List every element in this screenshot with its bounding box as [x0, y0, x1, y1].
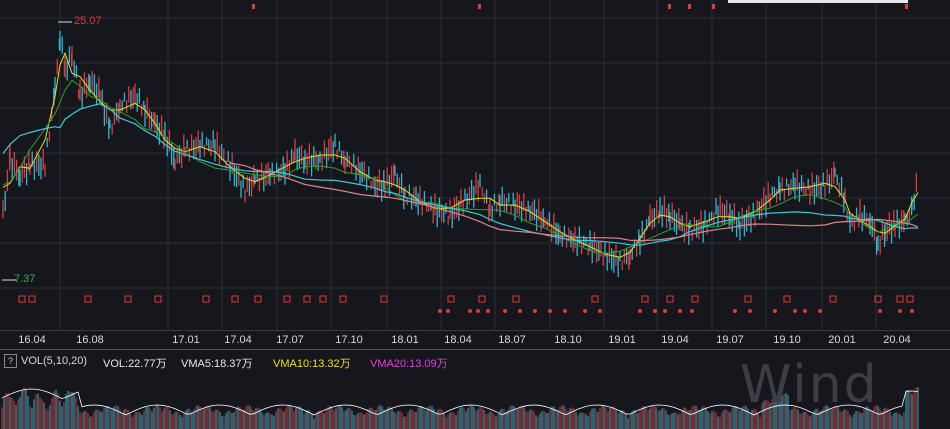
min-price-label: 7.37: [14, 273, 36, 285]
event-marker: [896, 295, 904, 303]
star-marker: [446, 309, 450, 313]
star-marker: [638, 309, 642, 313]
date-tick: 18.01: [391, 334, 419, 346]
star-marker: [563, 309, 567, 313]
event-marker: [319, 295, 327, 303]
star-marker: [476, 309, 480, 313]
ma20-line: [2, 79, 919, 254]
star-marker: [548, 309, 552, 313]
star-marker: [653, 309, 657, 313]
date-tick: 18.07: [498, 334, 526, 346]
star-marker: [803, 309, 807, 313]
date-tick: 19.10: [773, 334, 801, 346]
event-marker: [380, 295, 388, 303]
star-marker: [583, 309, 587, 313]
ma60-line: [2, 103, 919, 246]
event-marker: [666, 295, 674, 303]
max-price-label: 25.07: [74, 15, 102, 27]
event-marker: [283, 295, 291, 303]
star-marker: [468, 309, 472, 313]
event-marker: [478, 295, 486, 303]
date-tick: 19.04: [661, 334, 689, 346]
date-tick: 20.01: [828, 334, 856, 346]
event-marker: [783, 295, 791, 303]
star-marker: [878, 309, 882, 313]
event-marker: [202, 295, 210, 303]
star-marker: [678, 309, 682, 313]
event-marker: [641, 295, 649, 303]
star-marker: [690, 309, 694, 313]
event-marker: [124, 295, 132, 303]
ma5-line: [2, 51, 919, 258]
event-marker: [303, 295, 311, 303]
star-marker: [733, 309, 737, 313]
vma10-value: VMA10:13.32万: [273, 358, 351, 370]
vol-indicator-name[interactable]: VOL(5,10,20): [21, 355, 88, 367]
event-marker: [84, 295, 92, 303]
event-marker: [591, 295, 599, 303]
star-marker: [598, 309, 602, 313]
date-tick: 19.01: [608, 334, 636, 346]
date-tick: 20.04: [883, 334, 911, 346]
event-marker: [512, 295, 520, 303]
event-marker: [28, 295, 36, 303]
event-marker: [339, 295, 347, 303]
date-tick: 17.07: [276, 334, 304, 346]
star-marker: [663, 309, 667, 313]
event-marker: [254, 295, 262, 303]
date-tick: 17.04: [224, 334, 252, 346]
star-marker: [533, 309, 537, 313]
date-tick: 19.07: [716, 334, 744, 346]
date-axis: 16.04 16.08 17.01 17.04 17.07 17.10 18.0…: [0, 330, 950, 349]
vma5-line: [1, 388, 919, 416]
top-marker: [688, 4, 691, 9]
date-tick: 17.01: [172, 334, 200, 346]
star-marker: [898, 309, 902, 313]
date-tick: 17.10: [335, 334, 363, 346]
vma5-value: VMA5:18.37万: [181, 358, 253, 370]
star-marker: [518, 309, 522, 313]
vma20-value: VMA20:13.09万: [370, 358, 448, 370]
event-marker: [231, 295, 239, 303]
volume-chart-area[interactable]: [0, 371, 950, 429]
event-marker: [744, 295, 752, 303]
vol-value: VOL:22.77万: [103, 358, 167, 370]
event-marker: [691, 295, 699, 303]
star-marker: [793, 309, 797, 313]
date-tick: 18.04: [444, 334, 472, 346]
event-marker: [874, 295, 882, 303]
event-marker: [906, 295, 914, 303]
star-marker: [748, 309, 752, 313]
wind-watermark: Wind: [740, 355, 879, 415]
top-marker: [668, 4, 671, 9]
event-marker: [829, 295, 837, 303]
price-chart-area[interactable]: [0, 0, 950, 330]
star-marker: [486, 309, 490, 313]
top-toolbar-edge: [728, 0, 908, 3]
help-icon[interactable]: ?: [4, 354, 17, 368]
ma120-line: [229, 162, 919, 242]
star-marker: [910, 309, 914, 313]
top-marker: [712, 4, 715, 9]
date-tick: 18.10: [554, 334, 582, 346]
star-marker: [818, 309, 822, 313]
event-marker: [154, 295, 162, 303]
date-tick: 16.04: [18, 334, 46, 346]
top-marker: [252, 4, 255, 9]
date-tick: 16.08: [76, 334, 104, 346]
top-marker: [478, 4, 481, 9]
star-marker: [438, 309, 442, 313]
volume-indicator-bar: ? VOL(5,10,20) VOL:22.77万 VMA5:18.37万 VM…: [0, 349, 950, 372]
top-marker: [905, 4, 908, 9]
event-marker: [447, 295, 455, 303]
event-marker: [18, 295, 26, 303]
star-marker: [503, 309, 507, 313]
star-marker: [773, 309, 777, 313]
